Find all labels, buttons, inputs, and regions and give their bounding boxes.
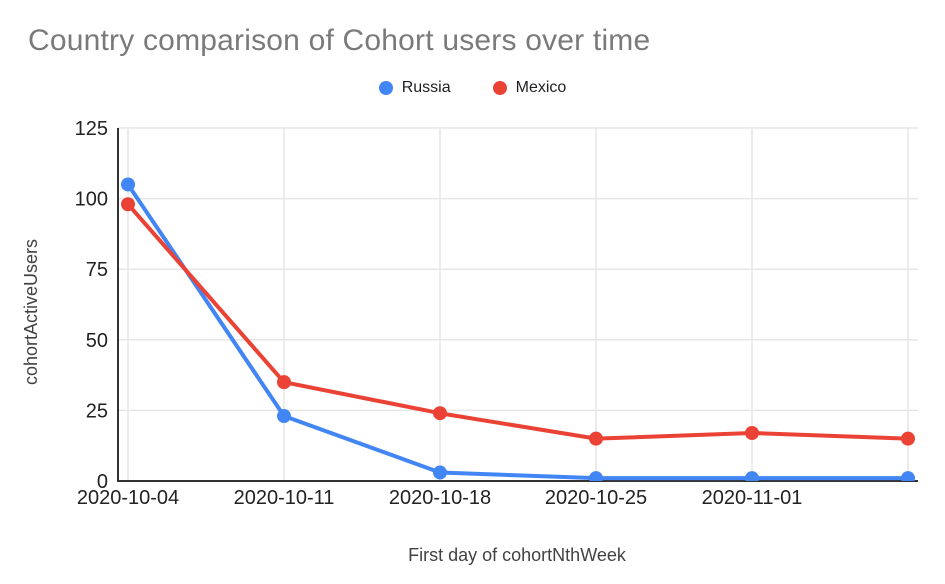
point-russia-4 bbox=[745, 471, 759, 481]
y-tick-label: 25 bbox=[86, 400, 108, 422]
point-mexico-5 bbox=[901, 431, 915, 446]
x-tick-label: 2020-10-25 bbox=[545, 487, 647, 509]
point-mexico-1 bbox=[277, 375, 291, 390]
legend-item-mexico: Mexico bbox=[492, 79, 567, 97]
x-tick-label: 2020-10-04 bbox=[77, 487, 179, 509]
point-mexico-4 bbox=[745, 425, 759, 440]
chart-title: Country comparison of Cohort users over … bbox=[28, 24, 651, 57]
point-russia-5 bbox=[901, 471, 915, 481]
series-russia bbox=[121, 177, 915, 481]
legend-swatch-russia-icon bbox=[378, 81, 393, 95]
series-mexico bbox=[121, 197, 915, 446]
y-tick-label: 100 bbox=[75, 189, 108, 211]
legend-label-mexico: Mexico bbox=[515, 79, 567, 96]
point-russia-3 bbox=[589, 471, 603, 481]
legend-item-russia: Russia bbox=[378, 79, 451, 97]
point-mexico-3 bbox=[589, 431, 603, 446]
point-russia-2 bbox=[433, 465, 447, 480]
y-tick-label: 0 bbox=[97, 471, 108, 493]
x-tick-label: 2020-10-18 bbox=[389, 487, 491, 509]
y-tick-label: 75 bbox=[86, 259, 108, 281]
legend-label-russia: Russia bbox=[401, 79, 451, 96]
y-axis-title: cohortActiveUsers bbox=[21, 239, 41, 385]
chart-legend: Russia Mexico bbox=[0, 77, 945, 99]
point-mexico-2 bbox=[433, 406, 447, 421]
x-tick-label: 2020-11-01 bbox=[702, 487, 803, 509]
x-axis-title: First day of cohortNthWeek bbox=[408, 545, 627, 565]
x-tick-label: 2020-10-11 bbox=[234, 487, 335, 509]
legend-swatch-mexico-icon bbox=[492, 81, 507, 95]
line-russia bbox=[126, 182, 910, 481]
point-mexico-0 bbox=[121, 197, 135, 212]
point-russia-1 bbox=[277, 409, 291, 424]
line-mexico bbox=[126, 202, 910, 441]
y-tick-label: 50 bbox=[86, 330, 108, 352]
point-russia-0 bbox=[121, 177, 135, 192]
y-tick-label: 125 bbox=[75, 118, 108, 140]
